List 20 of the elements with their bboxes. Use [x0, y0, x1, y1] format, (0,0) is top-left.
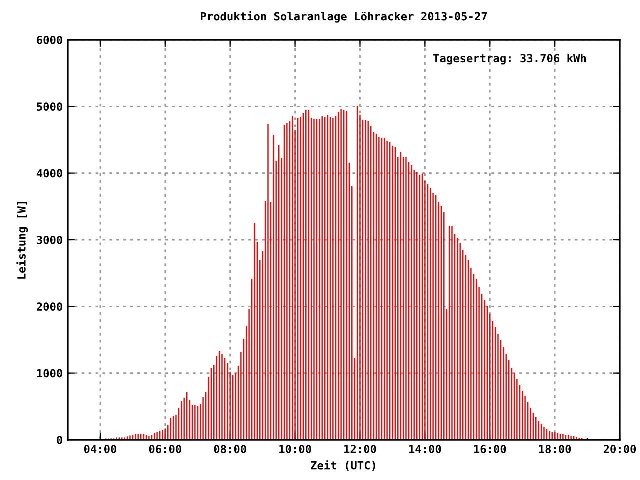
x-tick-label: 20:00	[604, 445, 636, 454]
x-tick-label: 04:00	[84, 445, 117, 454]
y-axis-title: Leistung [W]	[16, 202, 28, 279]
y-tick-label: 4000	[36, 169, 62, 178]
x-tick-label: 12:00	[344, 445, 376, 454]
chart-title: Produktion Solaranlage Löhracker 2013-05-27	[201, 12, 487, 23]
y-tick-label: 3000	[37, 236, 62, 244]
y-tick-label: 1000	[37, 369, 62, 378]
x-tick-label: 14:00	[409, 445, 442, 454]
y-tick-label: 0	[57, 436, 62, 444]
y-tick-label: 5000	[37, 102, 62, 112]
y-tick-label: 6000	[37, 36, 62, 44]
annotation: Tagesertrag: 33.706 kWh	[434, 54, 586, 65]
x-tick-label: 10:00	[280, 445, 312, 454]
x-tick-label: 18:00	[539, 445, 572, 454]
y-tick-label: 2000	[37, 302, 62, 312]
x-tick-label: 06:00	[149, 445, 182, 454]
x-tick-label: 16:00	[474, 445, 506, 454]
x-axis-title: Zeit (UTC)	[311, 460, 376, 472]
x-tick-label: 08:00	[214, 445, 246, 454]
